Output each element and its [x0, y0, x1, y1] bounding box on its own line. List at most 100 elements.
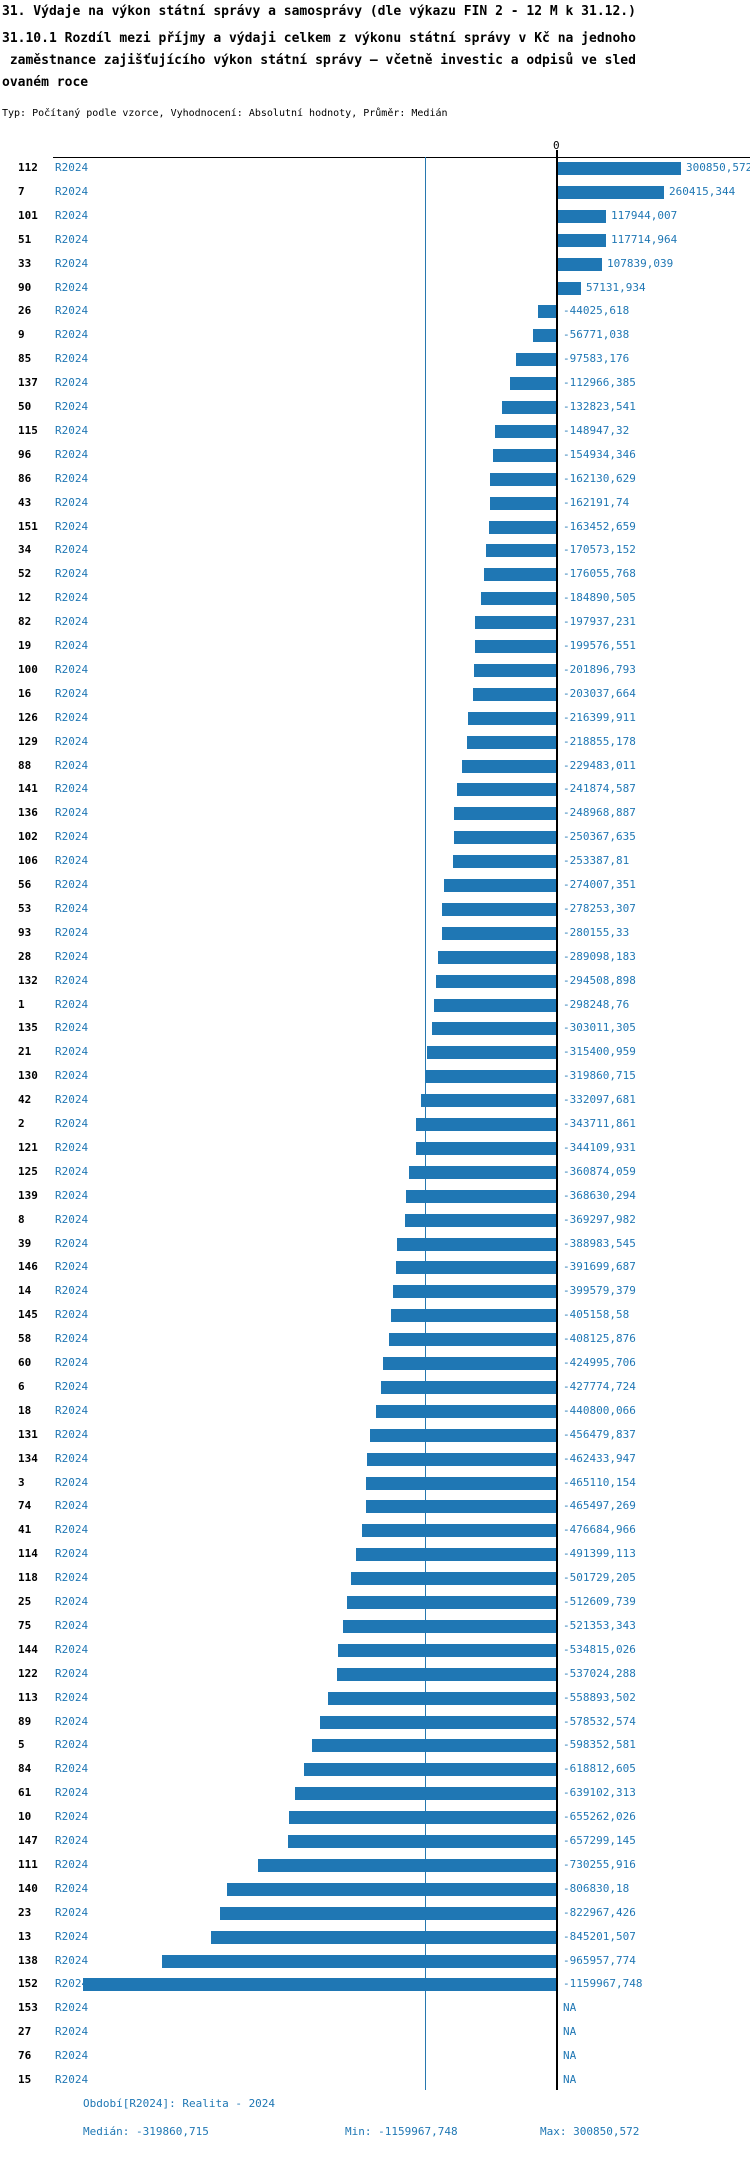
row-period-label: R2024	[55, 376, 89, 390]
bar	[366, 1500, 556, 1514]
row-id-label: 51	[18, 232, 32, 246]
row-period-label: R2024	[55, 1140, 89, 1154]
row-id-label: 74	[18, 1499, 32, 1513]
row-id-label: 82	[18, 615, 32, 629]
row-period-label: R2024	[55, 1475, 89, 1489]
bar	[337, 1667, 556, 1681]
bar	[362, 1524, 556, 1538]
row-value-label: 117714,964	[611, 232, 678, 246]
row-id-label: 112	[18, 161, 38, 174]
row-period-label: R2024	[55, 1953, 89, 1967]
bar	[457, 783, 556, 797]
bar	[389, 1333, 556, 1347]
row-value-label: -294508,898	[563, 973, 636, 987]
row-id-label: 21	[18, 1045, 32, 1059]
row-period-label: R2024	[55, 1905, 89, 1919]
row-value-label: -253387,81	[563, 854, 630, 868]
row-id-label: 2	[18, 1117, 25, 1130]
row-id-label: 58	[18, 1332, 32, 1346]
bar	[442, 902, 556, 916]
row-id-label: 122	[18, 1666, 38, 1680]
row-period-label: R2024	[55, 662, 89, 676]
row-period-label: R2024	[55, 1714, 89, 1728]
row-value-label: -534815,026	[563, 1642, 636, 1656]
row-period-label: R2024	[55, 1045, 89, 1059]
row-value-label: -298248,76	[563, 997, 630, 1011]
bar	[391, 1309, 556, 1323]
row-value-label: -456479,837	[563, 1427, 636, 1441]
row-value-label: -203037,664	[563, 686, 636, 700]
row-value-label: -199576,551	[563, 639, 636, 652]
row-id-label: 106	[18, 854, 38, 868]
row-period-label: R2024	[55, 1977, 89, 1991]
row-na-label: NA	[563, 2001, 577, 2015]
row-period-label: R2024	[55, 2073, 89, 2086]
bar	[473, 687, 556, 701]
row-id-label: 152	[18, 1977, 38, 1991]
row-period-label: R2024	[55, 328, 89, 342]
row-value-label: -248968,887	[563, 806, 636, 820]
row-id-label: 39	[18, 1236, 32, 1250]
row-period-label: R2024	[55, 2049, 89, 2063]
bar	[356, 1548, 556, 1562]
row-id-label: 138	[18, 1953, 38, 1967]
row-period-label: R2024	[55, 161, 89, 174]
row-value-label: -578532,574	[563, 1714, 636, 1728]
row-id-label: 13	[18, 1929, 32, 1943]
row-id-label: 53	[18, 901, 32, 915]
row-value-label: -399579,379	[563, 1284, 636, 1298]
bar	[367, 1452, 556, 1466]
row-period-label: R2024	[55, 925, 89, 939]
bar	[351, 1572, 556, 1586]
row-id-label: 147	[18, 1834, 38, 1847]
row-period-label: R2024	[55, 1260, 89, 1274]
row-period-label: R2024	[55, 878, 89, 891]
row-value-label: -965957,774	[563, 1953, 636, 1967]
row-period-label: R2024	[55, 1810, 89, 1824]
row-period-label: R2024	[55, 591, 89, 605]
row-value-label: -229483,011	[563, 758, 636, 772]
row-period-label: R2024	[55, 806, 89, 820]
bar	[438, 950, 556, 964]
row-id-label: 34	[18, 543, 32, 557]
bar	[454, 831, 556, 845]
row-period-label: R2024	[55, 232, 89, 246]
bar	[558, 209, 606, 223]
bar	[558, 185, 664, 199]
row-id-label: 137	[18, 376, 38, 390]
row-id-label: 90	[18, 280, 32, 294]
bar	[397, 1237, 556, 1251]
row-id-label: 132	[18, 973, 38, 987]
row-value-label: -197937,231	[563, 615, 636, 629]
bar	[220, 1906, 556, 1920]
row-id-label: 19	[18, 639, 32, 652]
row-value-label: -132823,541	[563, 400, 636, 413]
row-id-label: 43	[18, 495, 32, 509]
row-value-label: -368630,294	[563, 1188, 636, 1202]
row-period-label: R2024	[55, 2025, 89, 2039]
row-id-label: 145	[18, 1308, 38, 1322]
row-id-label: 113	[18, 1690, 38, 1704]
row-period-label: R2024	[55, 1666, 89, 1680]
row-value-label: -369297,982	[563, 1212, 636, 1226]
row-value-label: -319860,715	[563, 1069, 636, 1083]
row-id-label: 76	[18, 2049, 32, 2063]
row-value-label: -241874,587	[563, 782, 636, 796]
row-value-label: -501729,205	[563, 1571, 636, 1585]
row-value-label: -462433,947	[563, 1451, 636, 1465]
row-period-label: R2024	[55, 2001, 89, 2015]
row-id-label: 114	[18, 1547, 38, 1561]
row-value-label: -343711,861	[563, 1117, 636, 1130]
row-value-label: -491399,113	[563, 1547, 636, 1561]
bar	[227, 1882, 556, 1896]
row-period-label: R2024	[55, 1188, 89, 1202]
row-period-label: R2024	[55, 1571, 89, 1585]
row-period-label: R2024	[55, 184, 89, 198]
row-id-label: 89	[18, 1714, 32, 1728]
row-period-label: R2024	[55, 1356, 89, 1369]
row-value-label: -521353,343	[563, 1618, 636, 1632]
bar	[462, 759, 556, 773]
row-id-label: 84	[18, 1762, 32, 1776]
row-period-label: R2024	[55, 256, 89, 270]
row-period-label: R2024	[55, 567, 89, 581]
